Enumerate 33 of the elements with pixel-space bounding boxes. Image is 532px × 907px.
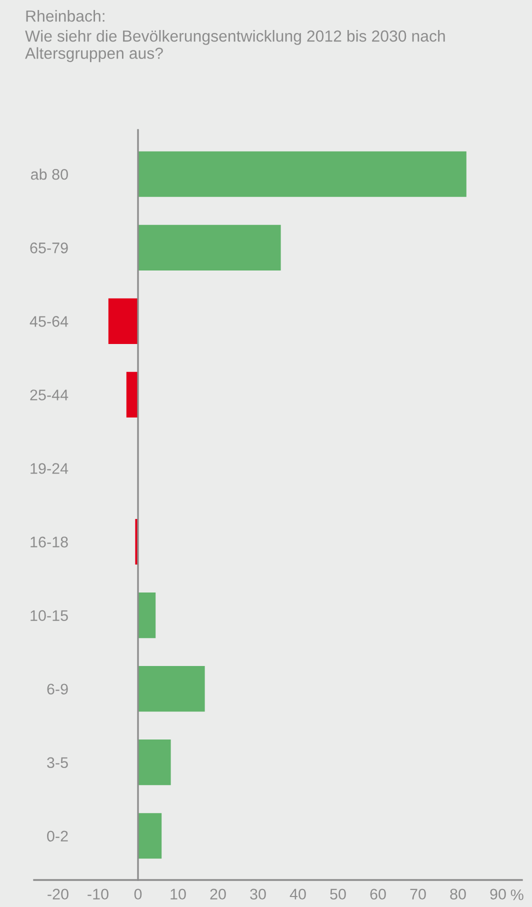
y-tick-label: 3-5 xyxy=(47,757,68,768)
x-tick-label: 90 xyxy=(490,888,506,900)
bar xyxy=(138,224,281,270)
y-tick-label: 25-44 xyxy=(30,390,68,400)
y-tick-label: 65-79 xyxy=(30,242,68,254)
x-tick-label: 50 xyxy=(330,888,346,900)
y-tick-label: 0-2 xyxy=(47,830,68,842)
x-tick-label: 0 xyxy=(134,888,142,900)
x-tick-label: 40 xyxy=(290,888,306,900)
x-tick-label: 30 xyxy=(250,888,266,900)
y-tick-label: 6-9 xyxy=(47,684,68,695)
bar xyxy=(138,666,205,712)
bar xyxy=(138,813,162,859)
x-tick-label: -10 xyxy=(88,888,108,900)
x-tick-label: 60 xyxy=(370,888,386,900)
y-tick-label: 45-64 xyxy=(30,316,68,327)
y-tick-label: 16-18 xyxy=(30,536,68,548)
x-tick-label: 10 xyxy=(170,888,186,900)
x-tick-label: 80 xyxy=(450,888,466,900)
x-axis-title: % xyxy=(510,889,524,900)
bar xyxy=(138,151,466,197)
y-tick-label: ab 80 xyxy=(30,168,68,180)
y-tick-label: 19-24 xyxy=(30,463,68,474)
x-tick-label: 20 xyxy=(210,888,226,900)
chart-title: Rheinbach: xyxy=(26,10,104,22)
y-tick-label: 10-15 xyxy=(30,610,68,621)
x-tick-label: 70 xyxy=(410,888,426,900)
bar xyxy=(108,298,138,344)
bar xyxy=(138,592,156,638)
chart-subtitle: Wie siehr die Bevölkerungsentwicklung 2012 bis 2030 nach Altersgruppen aus? xyxy=(25,30,445,62)
x-tick-label: -20 xyxy=(48,888,68,900)
bar xyxy=(126,372,138,418)
bar xyxy=(138,740,171,786)
